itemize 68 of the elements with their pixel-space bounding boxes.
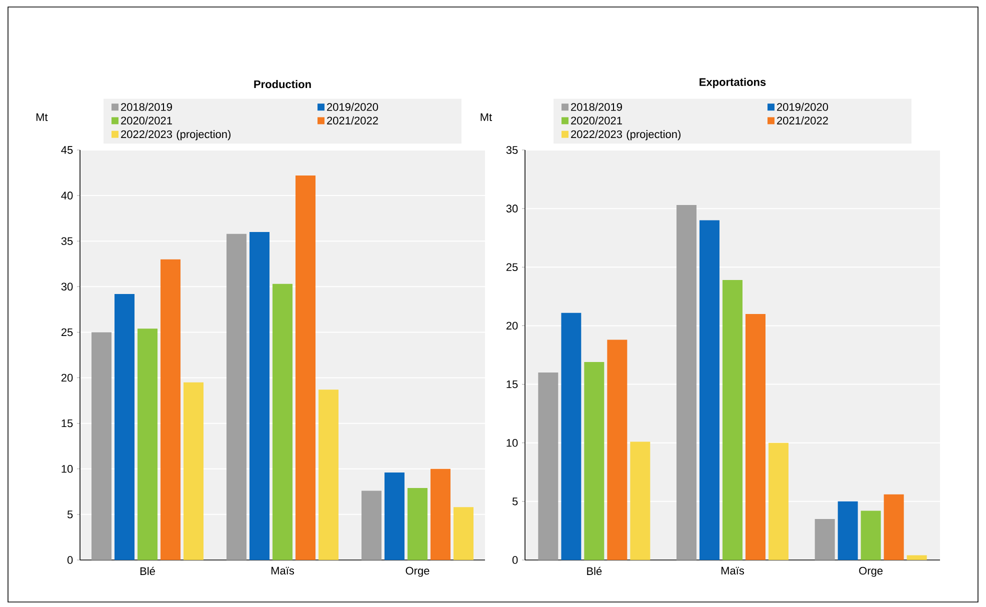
y-tick-label: 30 [61, 282, 73, 291]
y-tick-label: 15 [506, 380, 518, 388]
chart-title: Production [254, 80, 311, 88]
y-tick-label: 25 [506, 263, 518, 272]
y-tick-label: 0 [512, 556, 518, 564]
x-tick-label: Maïs [721, 566, 744, 575]
y-tick-label: 5 [67, 510, 73, 518]
legend-label: 2022/2023 (projection) [571, 130, 680, 140]
y-tick-label: 25 [61, 328, 73, 336]
y-tick-label: 20 [506, 322, 518, 330]
bar [272, 284, 293, 560]
y-tick-label: 35 [506, 146, 518, 154]
bar [430, 468, 450, 560]
chart-title: Exportations [700, 78, 766, 88]
legend-label: 2018/2019 [121, 102, 172, 111]
y-tick-label: 0 [67, 556, 73, 564]
bar [538, 372, 558, 560]
legend-label: 2021/2022 [777, 116, 828, 124]
bar [362, 490, 382, 560]
bar [454, 507, 474, 560]
bar [408, 488, 428, 560]
x-tick-label: Blé [587, 566, 602, 576]
legend-label: 2019/2020 [327, 102, 378, 111]
bar [700, 220, 720, 560]
bar [630, 442, 650, 560]
x-tick-label: Orge [859, 566, 883, 577]
y-axis-title: Mt [480, 113, 492, 122]
bar [906, 555, 927, 560]
y-tick-label: 10 [62, 464, 73, 473]
bar [676, 205, 696, 560]
bar [722, 280, 742, 560]
legend-label: 2022/2023 (projection) [121, 130, 230, 140]
bar [318, 390, 339, 560]
bar [226, 234, 247, 560]
y-tick-label: 30 [506, 204, 518, 212]
bar [296, 176, 316, 560]
y-tick-label: 45 [61, 146, 73, 154]
legend-label: 2019/2020 [777, 102, 828, 111]
bar [584, 362, 604, 560]
y-axis-title: Mt [36, 113, 48, 122]
y-tick-label: 20 [61, 374, 73, 382]
bar [561, 312, 582, 560]
bar [768, 442, 788, 560]
bar [184, 382, 204, 560]
legend-label: 2018/2019 [571, 102, 622, 111]
y-tick-label: 10 [506, 438, 518, 447]
bar [114, 294, 135, 560]
legend-label: 2020/2021 [571, 116, 622, 124]
bar [384, 472, 405, 560]
bar [92, 332, 112, 560]
bar [814, 518, 835, 560]
bar [607, 340, 628, 560]
x-tick-label: Orge [406, 566, 430, 577]
x-tick-label: Maïs [271, 566, 294, 575]
legend-label: 2020/2021 [121, 116, 172, 124]
bar [838, 501, 858, 560]
y-tick-label: 15 [62, 419, 73, 428]
y-tick-label: 40 [61, 192, 73, 200]
bar [884, 494, 904, 560]
bar [746, 314, 766, 560]
y-tick-label: 35 [61, 237, 73, 245]
legend-label: 2021/2022 [327, 116, 378, 124]
x-tick-label: Blé [140, 566, 155, 576]
bar [160, 259, 181, 560]
y-tick-label: 5 [512, 498, 518, 506]
bar [138, 328, 158, 560]
bar [250, 232, 270, 560]
bar [860, 510, 881, 560]
